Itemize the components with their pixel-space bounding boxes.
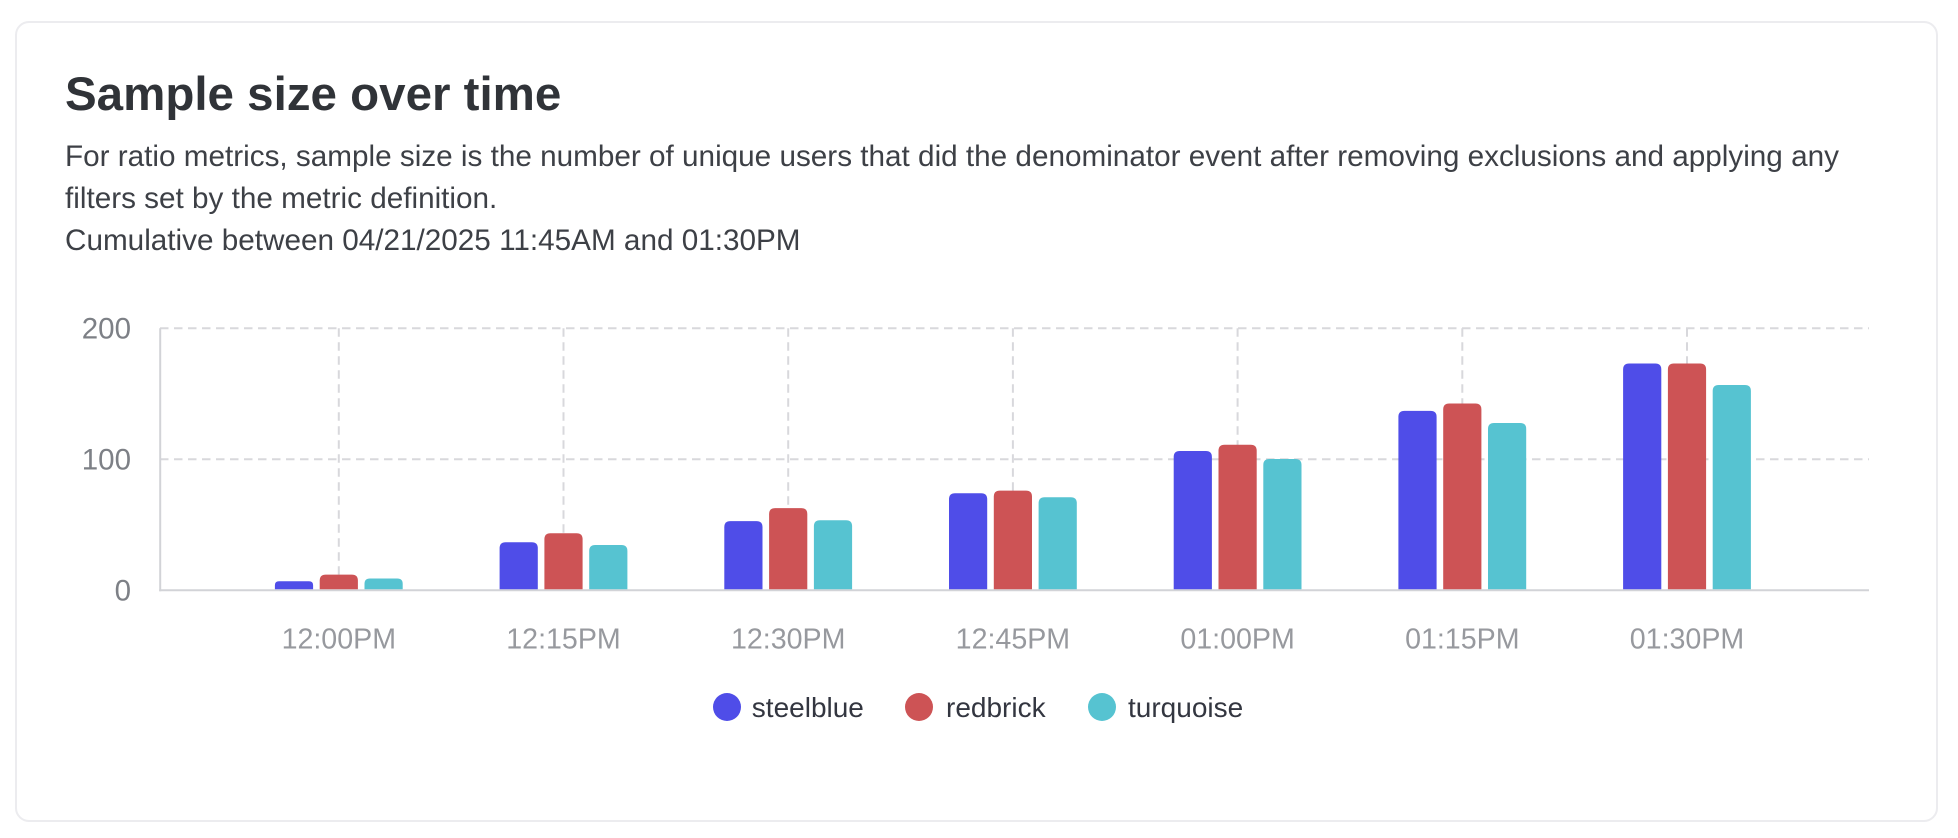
svg-text:01:00PM: 01:00PM	[1180, 624, 1294, 656]
svg-text:01:30PM: 01:30PM	[1630, 624, 1744, 656]
svg-text:12:30PM: 12:30PM	[731, 624, 845, 656]
svg-text:12:00PM: 12:00PM	[282, 624, 396, 656]
svg-text:200: 200	[82, 313, 131, 346]
svg-text:12:15PM: 12:15PM	[506, 624, 620, 656]
svg-text:100: 100	[82, 444, 131, 477]
svg-text:12:45PM: 12:45PM	[956, 624, 1070, 656]
svg-text:0: 0	[115, 574, 131, 607]
svg-text:01:15PM: 01:15PM	[1405, 624, 1519, 656]
